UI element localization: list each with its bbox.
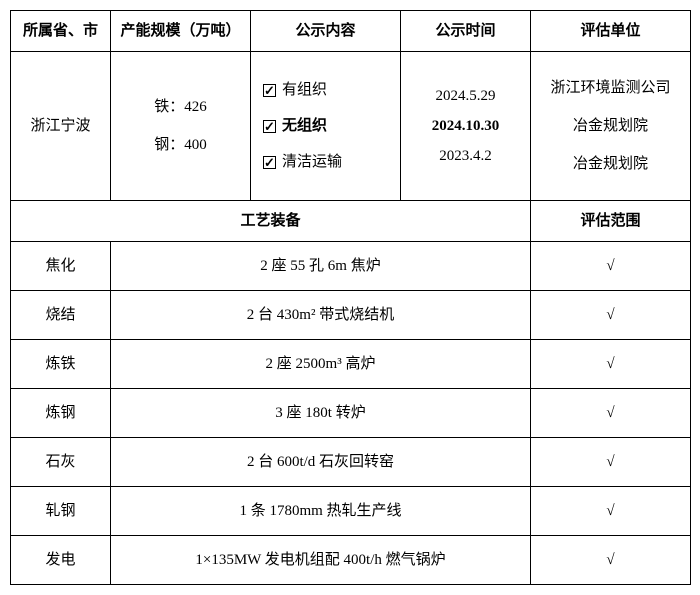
capacity-cell: 铁：426 钢：400 bbox=[111, 52, 251, 201]
equip-name: 炼钢 bbox=[11, 389, 111, 438]
equip-mark: √ bbox=[531, 536, 691, 585]
equip-mark: √ bbox=[531, 242, 691, 291]
equip-mark: √ bbox=[531, 340, 691, 389]
org1: 浙江环境监测公司 bbox=[535, 76, 686, 100]
header-row: 所属省、市 产能规模（万吨） 公示内容 公示时间 评估单位 bbox=[11, 11, 691, 52]
org-cell: 浙江环境监测公司 冶金规划院 冶金规划院 bbox=[531, 52, 691, 201]
equip-desc: 1 条 1780mm 热轧生产线 bbox=[111, 487, 531, 536]
equip-row: 石灰2 台 600t/d 石灰回转窑√ bbox=[11, 438, 691, 487]
hdr-content: 公示内容 bbox=[251, 11, 401, 52]
equip-name: 石灰 bbox=[11, 438, 111, 487]
chk2-label: 无组织 bbox=[282, 114, 327, 138]
hdr-capacity: 产能规模（万吨） bbox=[111, 11, 251, 52]
date3: 2023.4.2 bbox=[405, 144, 526, 168]
checkbox-icon bbox=[263, 156, 276, 169]
equip-name: 轧钢 bbox=[11, 487, 111, 536]
hdr-province: 所属省、市 bbox=[11, 11, 111, 52]
checkbox-icon bbox=[263, 84, 276, 97]
equip-name: 炼铁 bbox=[11, 340, 111, 389]
equip-mark: √ bbox=[531, 291, 691, 340]
equip-row: 烧结2 台 430m² 带式烧结机√ bbox=[11, 291, 691, 340]
province-cell: 浙江宁波 bbox=[11, 52, 111, 201]
org2: 冶金规划院 bbox=[535, 114, 686, 138]
equip-desc: 2 座 55 孔 6m 焦炉 bbox=[111, 242, 531, 291]
equip-desc: 2 台 600t/d 石灰回转窑 bbox=[111, 438, 531, 487]
detail-row: 浙江宁波 铁：426 钢：400 有组织 无组织 清洁运输 bbox=[11, 52, 691, 201]
hdr-org: 评估单位 bbox=[531, 11, 691, 52]
equip-desc: 2 座 2500m³ 高炉 bbox=[111, 340, 531, 389]
checkbox-icon bbox=[263, 120, 276, 133]
content-cell: 有组织 无组织 清洁运输 bbox=[251, 52, 401, 201]
subheader-row: 工艺装备 评估范围 bbox=[11, 201, 691, 242]
date2: 2024.10.30 bbox=[405, 114, 526, 138]
date-cell: 2024.5.29 2024.10.30 2023.4.2 bbox=[401, 52, 531, 201]
equip-row: 发电1×135MW 发电机组配 400t/h 燃气锅炉√ bbox=[11, 536, 691, 585]
equip-desc: 1×135MW 发电机组配 400t/h 燃气锅炉 bbox=[111, 536, 531, 585]
equip-mark: √ bbox=[531, 389, 691, 438]
check-line-1: 有组织 bbox=[255, 78, 396, 102]
check-line-2: 无组织 bbox=[255, 114, 396, 138]
date1: 2024.5.29 bbox=[405, 84, 526, 108]
equip-desc: 3 座 180t 转炉 bbox=[111, 389, 531, 438]
cap-iron: 铁：426 bbox=[115, 95, 246, 119]
equip-row: 炼铁2 座 2500m³ 高炉√ bbox=[11, 340, 691, 389]
subhdr-scope: 评估范围 bbox=[531, 201, 691, 242]
equip-mark: √ bbox=[531, 438, 691, 487]
equip-row: 焦化2 座 55 孔 6m 焦炉√ bbox=[11, 242, 691, 291]
org3: 冶金规划院 bbox=[535, 152, 686, 176]
equip-name: 发电 bbox=[11, 536, 111, 585]
equip-desc: 2 台 430m² 带式烧结机 bbox=[111, 291, 531, 340]
chk1-label: 有组织 bbox=[282, 78, 327, 102]
subhdr-equip: 工艺装备 bbox=[11, 201, 531, 242]
equip-name: 烧结 bbox=[11, 291, 111, 340]
equip-row: 轧钢1 条 1780mm 热轧生产线√ bbox=[11, 487, 691, 536]
chk3-label: 清洁运输 bbox=[282, 150, 342, 174]
check-line-3: 清洁运输 bbox=[255, 150, 396, 174]
cap-steel: 钢：400 bbox=[115, 133, 246, 157]
main-table: 所属省、市 产能规模（万吨） 公示内容 公示时间 评估单位 浙江宁波 铁：426… bbox=[10, 10, 691, 585]
equip-mark: √ bbox=[531, 487, 691, 536]
equip-row: 炼钢3 座 180t 转炉√ bbox=[11, 389, 691, 438]
hdr-date: 公示时间 bbox=[401, 11, 531, 52]
equip-name: 焦化 bbox=[11, 242, 111, 291]
